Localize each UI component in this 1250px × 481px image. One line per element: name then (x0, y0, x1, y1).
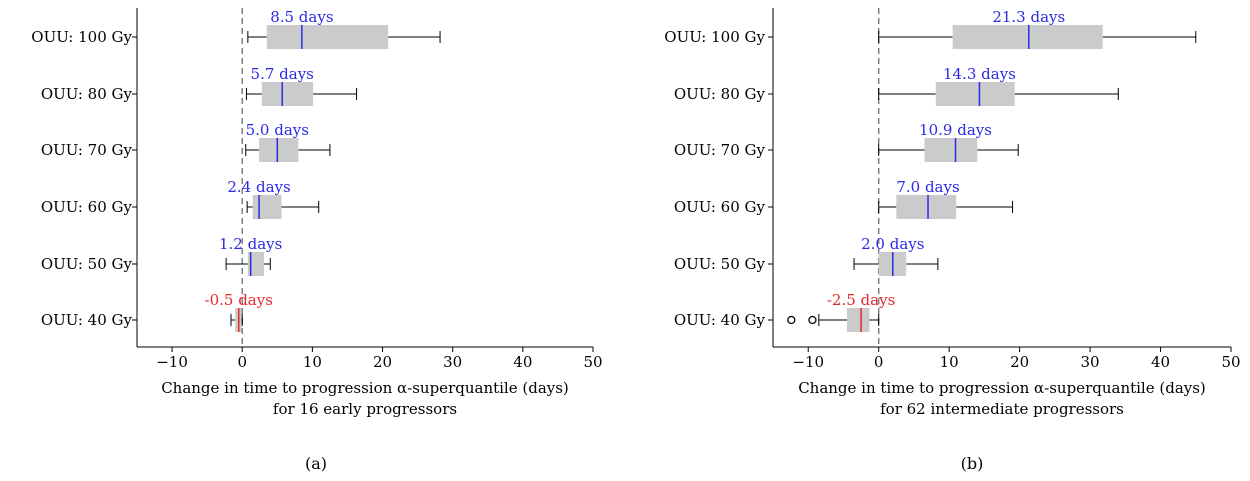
median-label: 1.2 days (219, 235, 282, 253)
iqr-box (846, 308, 870, 332)
x-axis-label: Change in time to progression α-superqua… (161, 379, 569, 397)
panel-label: (b) (961, 454, 984, 473)
x-tick-label: 40 (513, 353, 532, 371)
iqr-box (259, 138, 299, 162)
iqr-box (266, 25, 389, 49)
y-tick-label: OUU: 60 Gy (41, 198, 133, 216)
x-tick-label: 30 (1081, 353, 1100, 371)
y-tick-label: OUU: 40 Gy (674, 311, 766, 329)
x-tick-label: 20 (373, 353, 392, 371)
y-tick-label: OUU: 50 Gy (674, 255, 766, 273)
median-label: -0.5 days (205, 291, 273, 309)
y-tick-label: OUU: 70 Gy (41, 141, 133, 159)
iqr-box (261, 82, 314, 106)
median-label: 5.0 days (246, 121, 309, 139)
iqr-box (896, 195, 957, 219)
panel-label: (a) (305, 454, 327, 473)
x-tick-label: 10 (303, 353, 322, 371)
median-label: 2.0 days (861, 235, 924, 253)
x-tick-label: 40 (1151, 353, 1170, 371)
y-tick-label: OUU: 80 Gy (674, 85, 766, 103)
median-label: 5.7 days (251, 65, 314, 83)
iqr-box (924, 138, 978, 162)
iqr-box (247, 252, 264, 276)
x-axis-label-line2: for 16 early progressors (273, 400, 457, 418)
x-tick-label: 20 (1010, 353, 1029, 371)
outlier-point (808, 315, 817, 325)
median-label: 8.5 days (270, 8, 333, 26)
median-label: 7.0 days (896, 178, 959, 196)
y-tick-label: OUU: 50 Gy (41, 255, 133, 273)
x-tick-label: 30 (443, 353, 462, 371)
iqr-box (935, 82, 1015, 106)
median-label: 2.4 days (227, 178, 290, 196)
x-tick-label: 0 (237, 353, 247, 371)
x-tick-label: −10 (156, 353, 188, 371)
y-tick-label: OUU: 100 Gy (31, 28, 132, 46)
median-label: 21.3 days (992, 8, 1065, 26)
median-label: -2.5 days (827, 291, 895, 309)
x-tick-label: 50 (583, 353, 602, 371)
y-tick-label: OUU: 80 Gy (41, 85, 133, 103)
outlier-point (787, 315, 796, 325)
y-tick-label: OUU: 100 Gy (664, 28, 765, 46)
x-tick-label: 0 (874, 353, 884, 371)
x-tick-label: 10 (940, 353, 959, 371)
median-label: 14.3 days (943, 65, 1016, 83)
x-axis-label-line2: for 62 intermediate progressors (880, 400, 1124, 418)
iqr-box (252, 195, 282, 219)
iqr-box (952, 25, 1103, 49)
x-axis-label: Change in time to progression α-superqua… (798, 379, 1206, 397)
median-label: 10.9 days (919, 121, 992, 139)
y-tick-label: OUU: 60 Gy (674, 198, 766, 216)
chart-panel-b: −10 0 10 20 30 40 50 Change in time to progress… (664, 8, 1241, 473)
x-tick-label: 50 (1221, 353, 1240, 371)
chart-panel-a: −10 0 10 20 30 40 50 Change in time to progress… (31, 8, 603, 473)
y-tick-label: OUU: 40 Gy (41, 311, 133, 329)
x-tick-label: −10 (792, 353, 824, 371)
y-tick-label: OUU: 70 Gy (674, 141, 766, 159)
